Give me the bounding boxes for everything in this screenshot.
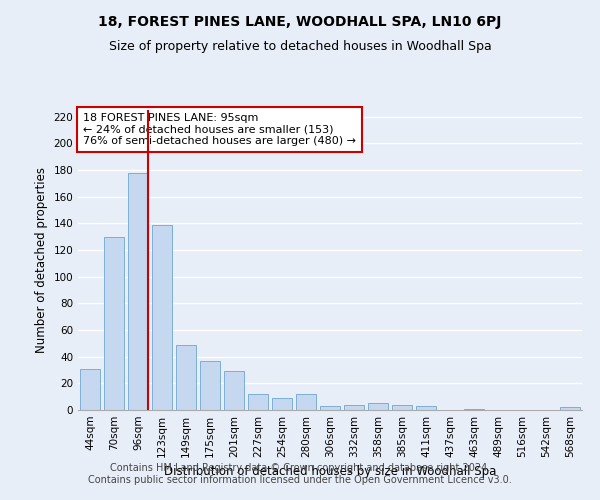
Text: 18, FOREST PINES LANE, WOODHALL SPA, LN10 6PJ: 18, FOREST PINES LANE, WOODHALL SPA, LN1… [98, 15, 502, 29]
Bar [368, 404, 388, 410]
Bar [320, 406, 340, 410]
Bar [176, 344, 196, 410]
Bar [296, 394, 316, 410]
Bar [152, 224, 172, 410]
Bar [128, 172, 148, 410]
Bar [224, 372, 244, 410]
Text: 18 FOREST PINES LANE: 95sqm
← 24% of detached houses are smaller (153)
76% of se: 18 FOREST PINES LANE: 95sqm ← 24% of det… [83, 113, 356, 146]
Bar [272, 398, 292, 410]
Bar [200, 360, 220, 410]
Bar [80, 368, 100, 410]
Text: Contains HM Land Registry data © Crown copyright and database right 2024.
Contai: Contains HM Land Registry data © Crown c… [88, 464, 512, 485]
Bar [560, 408, 580, 410]
Bar [416, 406, 436, 410]
Bar [248, 394, 268, 410]
Bar [392, 404, 412, 410]
Text: Size of property relative to detached houses in Woodhall Spa: Size of property relative to detached ho… [109, 40, 491, 53]
Y-axis label: Number of detached properties: Number of detached properties [35, 167, 48, 353]
Bar [464, 408, 484, 410]
Bar [104, 236, 124, 410]
X-axis label: Distribution of detached houses by size in Woodhall Spa: Distribution of detached houses by size … [164, 466, 496, 478]
Bar [344, 404, 364, 410]
